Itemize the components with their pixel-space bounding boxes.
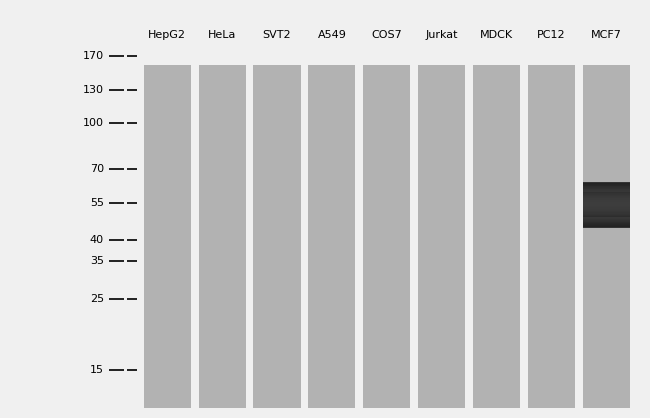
Bar [583, 192, 630, 218]
Text: MDCK: MDCK [480, 30, 513, 40]
Bar [583, 187, 630, 222]
Bar [583, 205, 630, 206]
Bar [583, 184, 630, 226]
Bar [583, 65, 630, 408]
Bar [144, 65, 190, 408]
Bar [583, 197, 630, 212]
Bar [583, 206, 630, 207]
Bar [583, 186, 630, 223]
Text: PC12: PC12 [537, 30, 566, 40]
Bar [583, 211, 630, 212]
Bar [473, 65, 520, 408]
Bar [583, 199, 630, 211]
Bar [583, 194, 630, 195]
Text: COS7: COS7 [371, 30, 402, 40]
Bar [583, 197, 630, 199]
Bar [583, 183, 630, 227]
Bar [583, 182, 630, 228]
Bar [583, 215, 630, 216]
Bar [583, 190, 630, 219]
Text: A549: A549 [317, 30, 346, 40]
Text: 25: 25 [90, 294, 104, 304]
Text: 35: 35 [90, 256, 104, 266]
Bar [583, 199, 630, 200]
Text: MCF7: MCF7 [591, 30, 622, 40]
Bar [583, 189, 630, 221]
Bar [583, 184, 630, 226]
Bar [583, 186, 630, 224]
Bar [583, 202, 630, 207]
Bar [583, 189, 630, 220]
Bar [583, 195, 630, 215]
Bar [254, 65, 300, 408]
Text: HepG2: HepG2 [148, 30, 186, 40]
Bar [583, 202, 630, 208]
Bar [583, 202, 630, 204]
Text: 100: 100 [83, 118, 104, 128]
Text: 130: 130 [83, 85, 104, 95]
Bar [583, 201, 630, 202]
Text: 40: 40 [90, 235, 104, 245]
Text: 55: 55 [90, 198, 104, 208]
Bar [583, 210, 630, 211]
Bar [583, 188, 630, 222]
Bar [583, 194, 630, 216]
Bar [583, 195, 630, 196]
Text: Jurkat: Jurkat [425, 30, 458, 40]
Bar [583, 196, 630, 197]
Bar [583, 193, 630, 217]
Bar [583, 199, 630, 210]
Bar [583, 209, 630, 210]
Bar [583, 191, 630, 219]
Bar [418, 65, 465, 408]
Bar [583, 204, 630, 206]
Text: 15: 15 [90, 365, 104, 375]
Bar [583, 216, 630, 217]
Bar [583, 192, 630, 194]
Bar [583, 192, 630, 217]
Bar [308, 65, 356, 408]
Bar [583, 212, 630, 214]
Bar [583, 200, 630, 209]
Bar [583, 204, 630, 205]
Bar [583, 201, 630, 209]
Bar [583, 200, 630, 201]
Bar [583, 185, 630, 225]
Text: 70: 70 [90, 164, 104, 174]
Bar [583, 193, 630, 217]
Bar [363, 65, 410, 408]
Text: SVT2: SVT2 [263, 30, 291, 40]
Bar [583, 196, 630, 213]
Text: HeLa: HeLa [208, 30, 236, 40]
Bar [583, 207, 630, 209]
Bar [583, 203, 630, 206]
Bar [583, 198, 630, 212]
Bar [583, 214, 630, 215]
Bar [198, 65, 246, 408]
Bar [528, 65, 575, 408]
Text: 170: 170 [83, 51, 104, 61]
Bar [583, 196, 630, 214]
